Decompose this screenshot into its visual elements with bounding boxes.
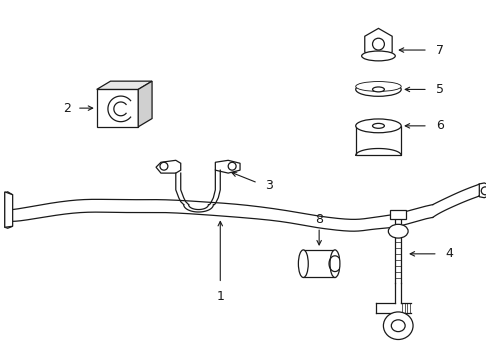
- Polygon shape: [215, 160, 240, 173]
- FancyBboxPatch shape: [355, 126, 400, 156]
- Ellipse shape: [480, 187, 488, 195]
- FancyBboxPatch shape: [389, 210, 406, 219]
- Polygon shape: [156, 160, 181, 173]
- Ellipse shape: [372, 87, 384, 92]
- FancyBboxPatch shape: [97, 89, 138, 127]
- Text: 5: 5: [435, 83, 443, 96]
- FancyBboxPatch shape: [303, 250, 334, 278]
- Ellipse shape: [355, 82, 400, 91]
- Ellipse shape: [361, 51, 394, 61]
- Circle shape: [372, 38, 384, 50]
- Text: 4: 4: [445, 247, 453, 260]
- Text: 8: 8: [314, 213, 323, 226]
- Ellipse shape: [298, 250, 307, 278]
- Circle shape: [160, 162, 167, 170]
- Ellipse shape: [355, 82, 400, 96]
- Polygon shape: [364, 28, 391, 60]
- Text: 3: 3: [264, 179, 272, 192]
- Polygon shape: [478, 183, 488, 198]
- Ellipse shape: [390, 320, 405, 332]
- Text: 6: 6: [435, 120, 443, 132]
- Text: 7: 7: [435, 44, 443, 57]
- Text: 1: 1: [216, 290, 224, 303]
- Ellipse shape: [383, 312, 412, 339]
- Ellipse shape: [329, 250, 339, 278]
- Circle shape: [228, 162, 236, 170]
- Ellipse shape: [387, 224, 407, 238]
- Ellipse shape: [355, 119, 400, 133]
- Polygon shape: [5, 192, 13, 227]
- Polygon shape: [138, 81, 152, 127]
- Polygon shape: [97, 81, 152, 89]
- Text: 2: 2: [63, 102, 71, 114]
- Ellipse shape: [372, 123, 384, 128]
